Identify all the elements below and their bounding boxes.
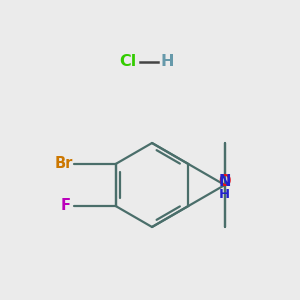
Text: H: H	[219, 188, 230, 202]
Text: F: F	[61, 199, 70, 214]
Text: Cl: Cl	[119, 55, 136, 70]
Text: H: H	[160, 55, 174, 70]
Text: O: O	[218, 173, 231, 188]
Text: N: N	[219, 175, 231, 190]
Text: Br: Br	[54, 157, 73, 172]
